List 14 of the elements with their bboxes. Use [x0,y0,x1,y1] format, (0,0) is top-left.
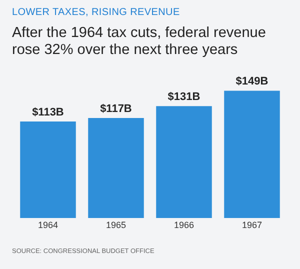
x-tick-label: 1966 [174,220,194,230]
x-tick-label: 1965 [106,220,126,230]
bar [20,121,76,218]
x-tick-label: 1964 [38,220,58,230]
data-label: $113B [32,106,64,118]
data-label: $131B [168,91,200,104]
chart-subtitle: LOWER TAXES, RISING REVENUE [12,7,180,18]
bar [224,90,280,218]
bar [88,118,144,218]
x-tick-label: 1967 [242,220,262,230]
data-label: $149B [236,76,268,88]
chart-title: After the 1964 tax cuts, federal revenue rose 32% over the next three years [12,25,267,59]
bar [156,106,212,218]
data-label: $117B [100,103,132,116]
